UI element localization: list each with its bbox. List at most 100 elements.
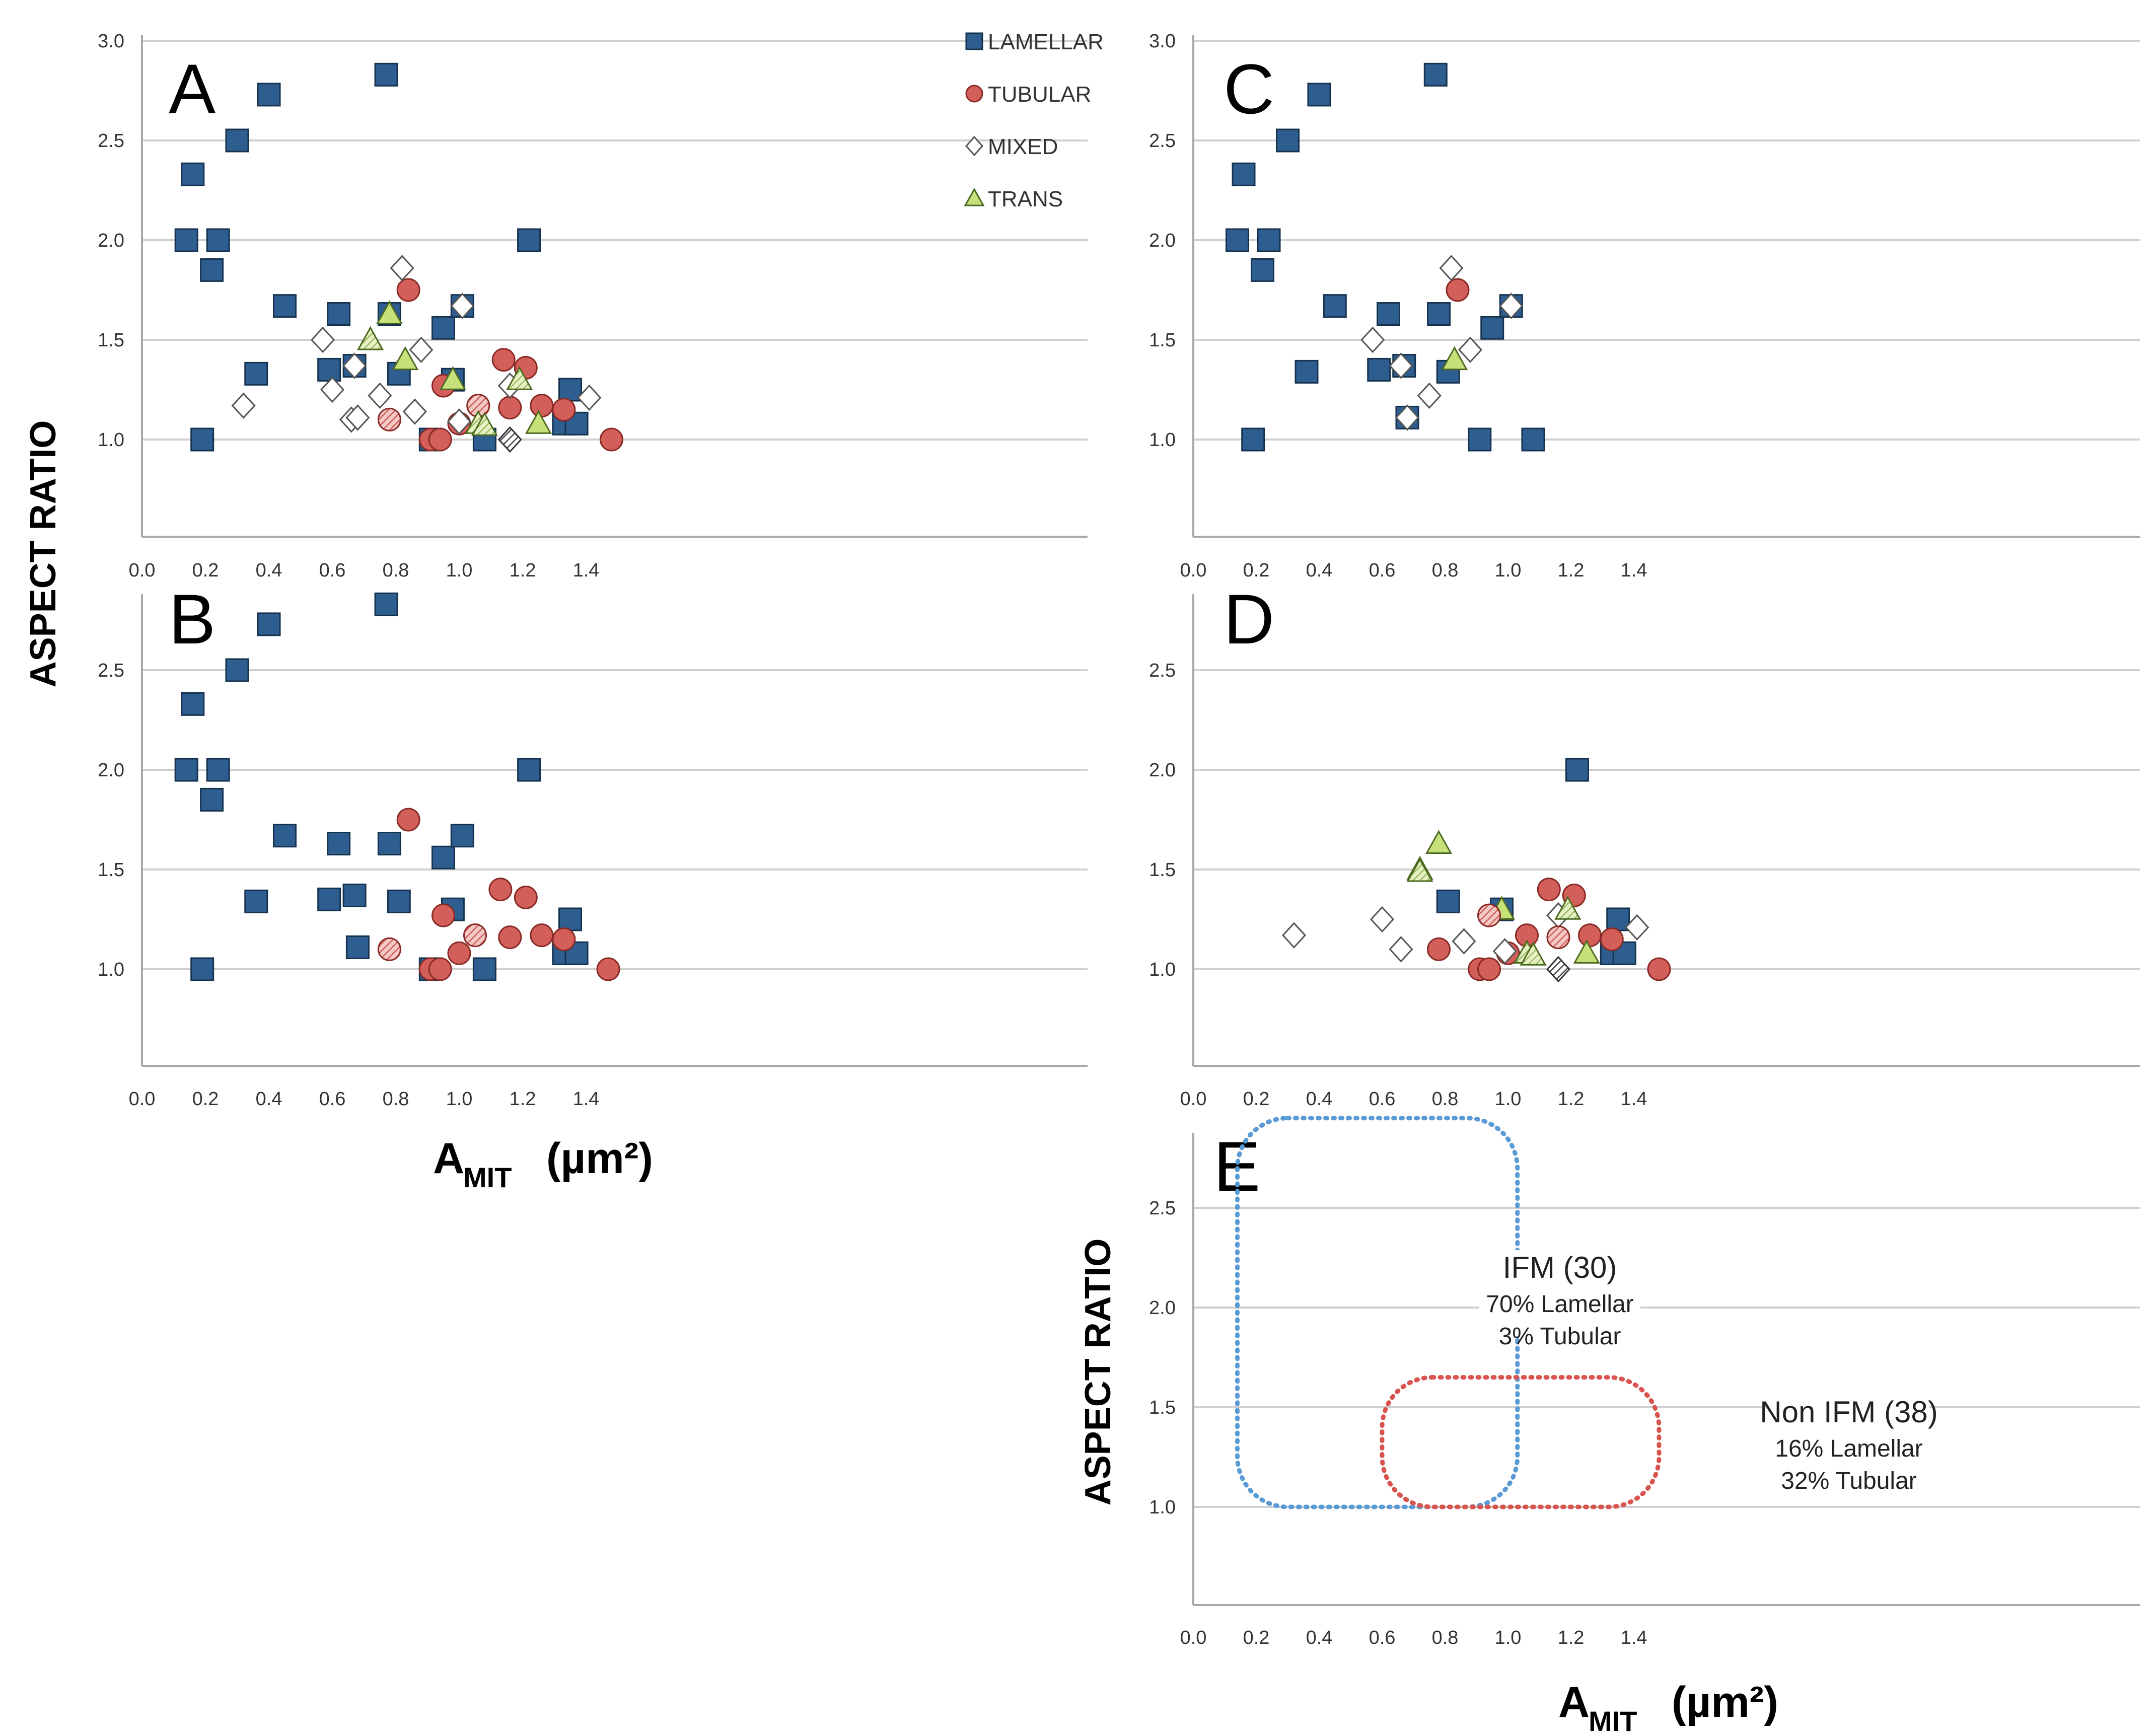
panel-label: C xyxy=(1224,49,1274,128)
point-hatched_tubular xyxy=(377,937,401,961)
point-lamellar xyxy=(206,228,230,252)
x-tick-label: 0.0 xyxy=(129,1089,156,1110)
point-trans xyxy=(376,300,403,325)
x-tick-label: 0.6 xyxy=(1369,1627,1396,1648)
legend-label-mixed: MIXED xyxy=(988,134,1058,159)
point-trans xyxy=(439,366,466,390)
y-tick-label: 2.5 xyxy=(98,660,124,681)
region-stat: 32% Tubular xyxy=(1781,1468,1917,1494)
point-tubular xyxy=(530,394,554,418)
x-tick-label: 1.2 xyxy=(510,1089,536,1110)
legend: LAMELLAR TUBULAR MIXED TRANS xyxy=(964,30,1104,211)
point-lamellar xyxy=(200,258,224,282)
point-tubular xyxy=(1477,957,1501,981)
point-lamellar xyxy=(1377,302,1400,326)
region-non-ifm xyxy=(1380,1375,1662,1509)
x-tick-label: 0.6 xyxy=(319,1089,346,1110)
x-tick-label: 0.2 xyxy=(1243,1627,1270,1648)
point-lamellar xyxy=(1276,128,1300,153)
point-hatched_trans xyxy=(1406,857,1433,882)
point-lamellar xyxy=(206,758,230,782)
region-title: IFM (30) xyxy=(1503,1251,1617,1284)
x-axis-title-main: A xyxy=(433,1134,464,1183)
point-tubular xyxy=(428,957,452,981)
point-mixed xyxy=(1281,922,1307,949)
point-lamellar xyxy=(327,302,351,326)
point-lamellar xyxy=(317,357,341,382)
panel-c: 1.0 1.5 2.0 2.5 3.0 0.0 0.2 0.4 0.6 0.8 1.0 1.2 1.4 C xyxy=(1149,31,2140,581)
x-tick-label: 0.0 xyxy=(1180,560,1207,581)
point-tubular xyxy=(491,348,516,372)
point-mixed xyxy=(447,408,472,435)
point-lamellar xyxy=(225,658,249,682)
region-stat: 3% Tubular xyxy=(1499,1323,1621,1350)
x-axis-title-units-e: (µm²) xyxy=(1672,1678,1778,1726)
region-label-bg xyxy=(1479,1250,1640,1336)
x-tick-label: 0.2 xyxy=(192,560,219,581)
x-tick-label: 1.0 xyxy=(1495,560,1522,581)
point-lamellar xyxy=(1521,427,1545,452)
point-tubular xyxy=(1427,937,1451,961)
x-tick-label: 0.6 xyxy=(1369,1089,1396,1110)
x-tick-label: 0.2 xyxy=(1243,560,1270,581)
point-mixed xyxy=(1417,382,1442,409)
point-lamellar xyxy=(273,294,297,318)
legend-marker-mixed xyxy=(965,135,984,157)
x-tick-label: 0.8 xyxy=(1432,560,1459,581)
point-mixed xyxy=(1389,352,1413,379)
point-mixed xyxy=(1492,938,1517,965)
point-lamellar xyxy=(244,889,268,913)
point-lamellar xyxy=(1251,258,1274,282)
point-trans xyxy=(1425,830,1453,854)
point-lamellar xyxy=(1367,357,1391,382)
panel-label: D xyxy=(1224,580,1274,659)
point-lamellar xyxy=(1307,83,1331,107)
y-tick-label: 2.0 xyxy=(1149,1297,1176,1319)
point-lamellar xyxy=(327,832,351,856)
x-tick-label: 1.2 xyxy=(1558,1627,1585,1648)
y-tick-label: 1.0 xyxy=(98,429,124,451)
x-tick-label: 0.2 xyxy=(192,1089,219,1110)
point-mixed xyxy=(320,376,345,403)
point-lamellar xyxy=(377,832,401,856)
point-mixed xyxy=(402,398,427,425)
x-tick-label: 0.4 xyxy=(1306,560,1333,581)
point-lamellar xyxy=(1427,302,1451,326)
x-tick-label: 1.0 xyxy=(446,560,473,581)
y-tick-label: 1.5 xyxy=(98,859,124,881)
svg-text:A: A xyxy=(433,1134,464,1183)
point-mixed xyxy=(1389,936,1413,963)
point-lamellar xyxy=(374,592,398,616)
point-mixed xyxy=(345,404,370,431)
point-lamellar xyxy=(225,128,249,153)
region-label-bg xyxy=(1768,1395,1929,1480)
point-lamellar xyxy=(432,845,455,870)
point-hatched_tubular xyxy=(1477,903,1501,927)
point-tubular xyxy=(552,398,576,422)
x-tick-label: 1.2 xyxy=(1558,560,1585,581)
point-lamellar xyxy=(1323,294,1347,318)
x-axis-title-sub-e: MIT xyxy=(1589,1705,1637,1736)
svg-text:A: A xyxy=(1558,1678,1590,1726)
panel-b: 1.0 1.5 2.0 2.5 0.0 0.2 0.4 0.6 0.8 1.0 1.2 1.4 B xyxy=(98,580,1088,1110)
panel-e: 1.01.52.02.50.0 0.2 0.4 0.6 0.8 1.0 1.2 1.4EIFM… xyxy=(1149,1116,2140,1648)
point-tubular xyxy=(1537,878,1561,902)
y-tick-label: 2.0 xyxy=(1149,230,1176,251)
x-tick-label: 1.0 xyxy=(1495,1627,1522,1648)
y-tick-label: 2.0 xyxy=(98,230,124,251)
point-trans xyxy=(392,346,419,371)
point-tubular xyxy=(514,885,538,909)
y-tick-label: 2.5 xyxy=(1149,1198,1176,1219)
point-lamellar xyxy=(273,824,297,848)
point-lamellar xyxy=(174,228,198,252)
panel-label: B xyxy=(169,580,215,659)
panel-d: 1.0 1.5 2.0 2.5 0.0 0.2 0.4 0.6 0.8 1.0 1.2 1.4 D xyxy=(1149,580,2140,1110)
y-tick-label: 1.5 xyxy=(1149,1397,1176,1418)
x-tick-label: 0.0 xyxy=(129,560,156,581)
legend-marker-trans xyxy=(964,187,985,206)
point-lamellar xyxy=(1232,162,1256,186)
y-axis-title-ab: ASPECT RATIO xyxy=(23,420,63,688)
x-tick-label: 0.8 xyxy=(383,560,409,581)
point-lamellar xyxy=(517,228,541,252)
